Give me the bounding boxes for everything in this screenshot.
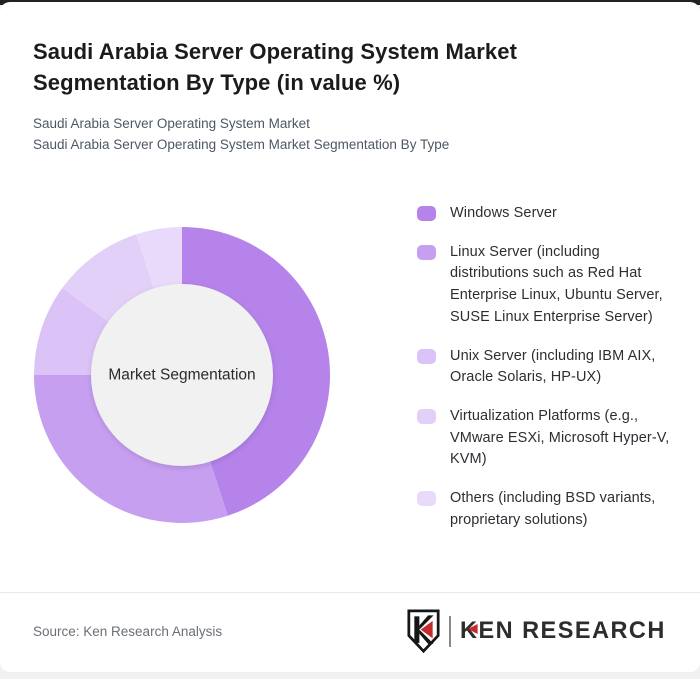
legend-item-virtualization-platforms: Virtualization Platforms (e.g., VMware E… [417, 406, 673, 471]
donut-chart-svg: Market Segmentation [34, 227, 331, 524]
legend-item-linux-server: Linux Server (including distributions su… [417, 242, 673, 329]
logo-k-letter: K [459, 617, 479, 644]
logo-red-triangle-icon [467, 624, 478, 634]
chart-legend: Windows Server Linux Server (including d… [417, 203, 673, 531]
subtitle: Saudi Arabia Server Operating System Mar… [33, 113, 449, 155]
footer: Source: Ken Research Analysis K EN RESEAR… [33, 608, 670, 654]
legend-swatch [417, 348, 436, 364]
logo-separator [448, 615, 451, 647]
legend-label: Virtualization Platforms (e.g., VMware E… [450, 407, 670, 468]
legend-item-unix-server: Unix Server (including IBM AIX, Oracle S… [417, 346, 673, 389]
donut-hole [91, 284, 273, 466]
donut-chart: Market Segmentation [32, 225, 332, 525]
legend-swatch [417, 206, 436, 221]
footer-divider [0, 592, 700, 593]
legend-swatch [417, 408, 436, 424]
legend-item-windows-server: Windows Server [417, 203, 673, 225]
legend-swatch [417, 491, 436, 507]
logo-wordmark-rest: EN RESEARCH [478, 617, 666, 644]
legend-label: Unix Server (including IBM AIX, Oracle S… [450, 347, 656, 386]
legend-label: Others (including BSD variants, propriet… [450, 490, 656, 528]
legend-label: Windows Server [450, 205, 557, 221]
legend-swatch [417, 244, 436, 260]
logo-wordmark: K EN RESEARCH [460, 617, 666, 645]
subtitle-line-1: Saudi Arabia Server Operating System Mar… [33, 116, 310, 131]
donut-center-label: Market Segmentation [108, 367, 255, 384]
legend-item-others: Others (including BSD variants, propriet… [417, 488, 673, 531]
page-title: Saudi Arabia Server Operating System Mar… [33, 39, 518, 95]
source-text: Source: Ken Research Analysis [33, 623, 223, 639]
legend-label: Linux Server (including distributions su… [450, 243, 663, 325]
ken-research-logo: K EN RESEARCH [405, 609, 670, 653]
subtitle-line-2: Saudi Arabia Server Operating System Mar… [33, 137, 450, 152]
ken-research-shield-icon [407, 609, 440, 653]
